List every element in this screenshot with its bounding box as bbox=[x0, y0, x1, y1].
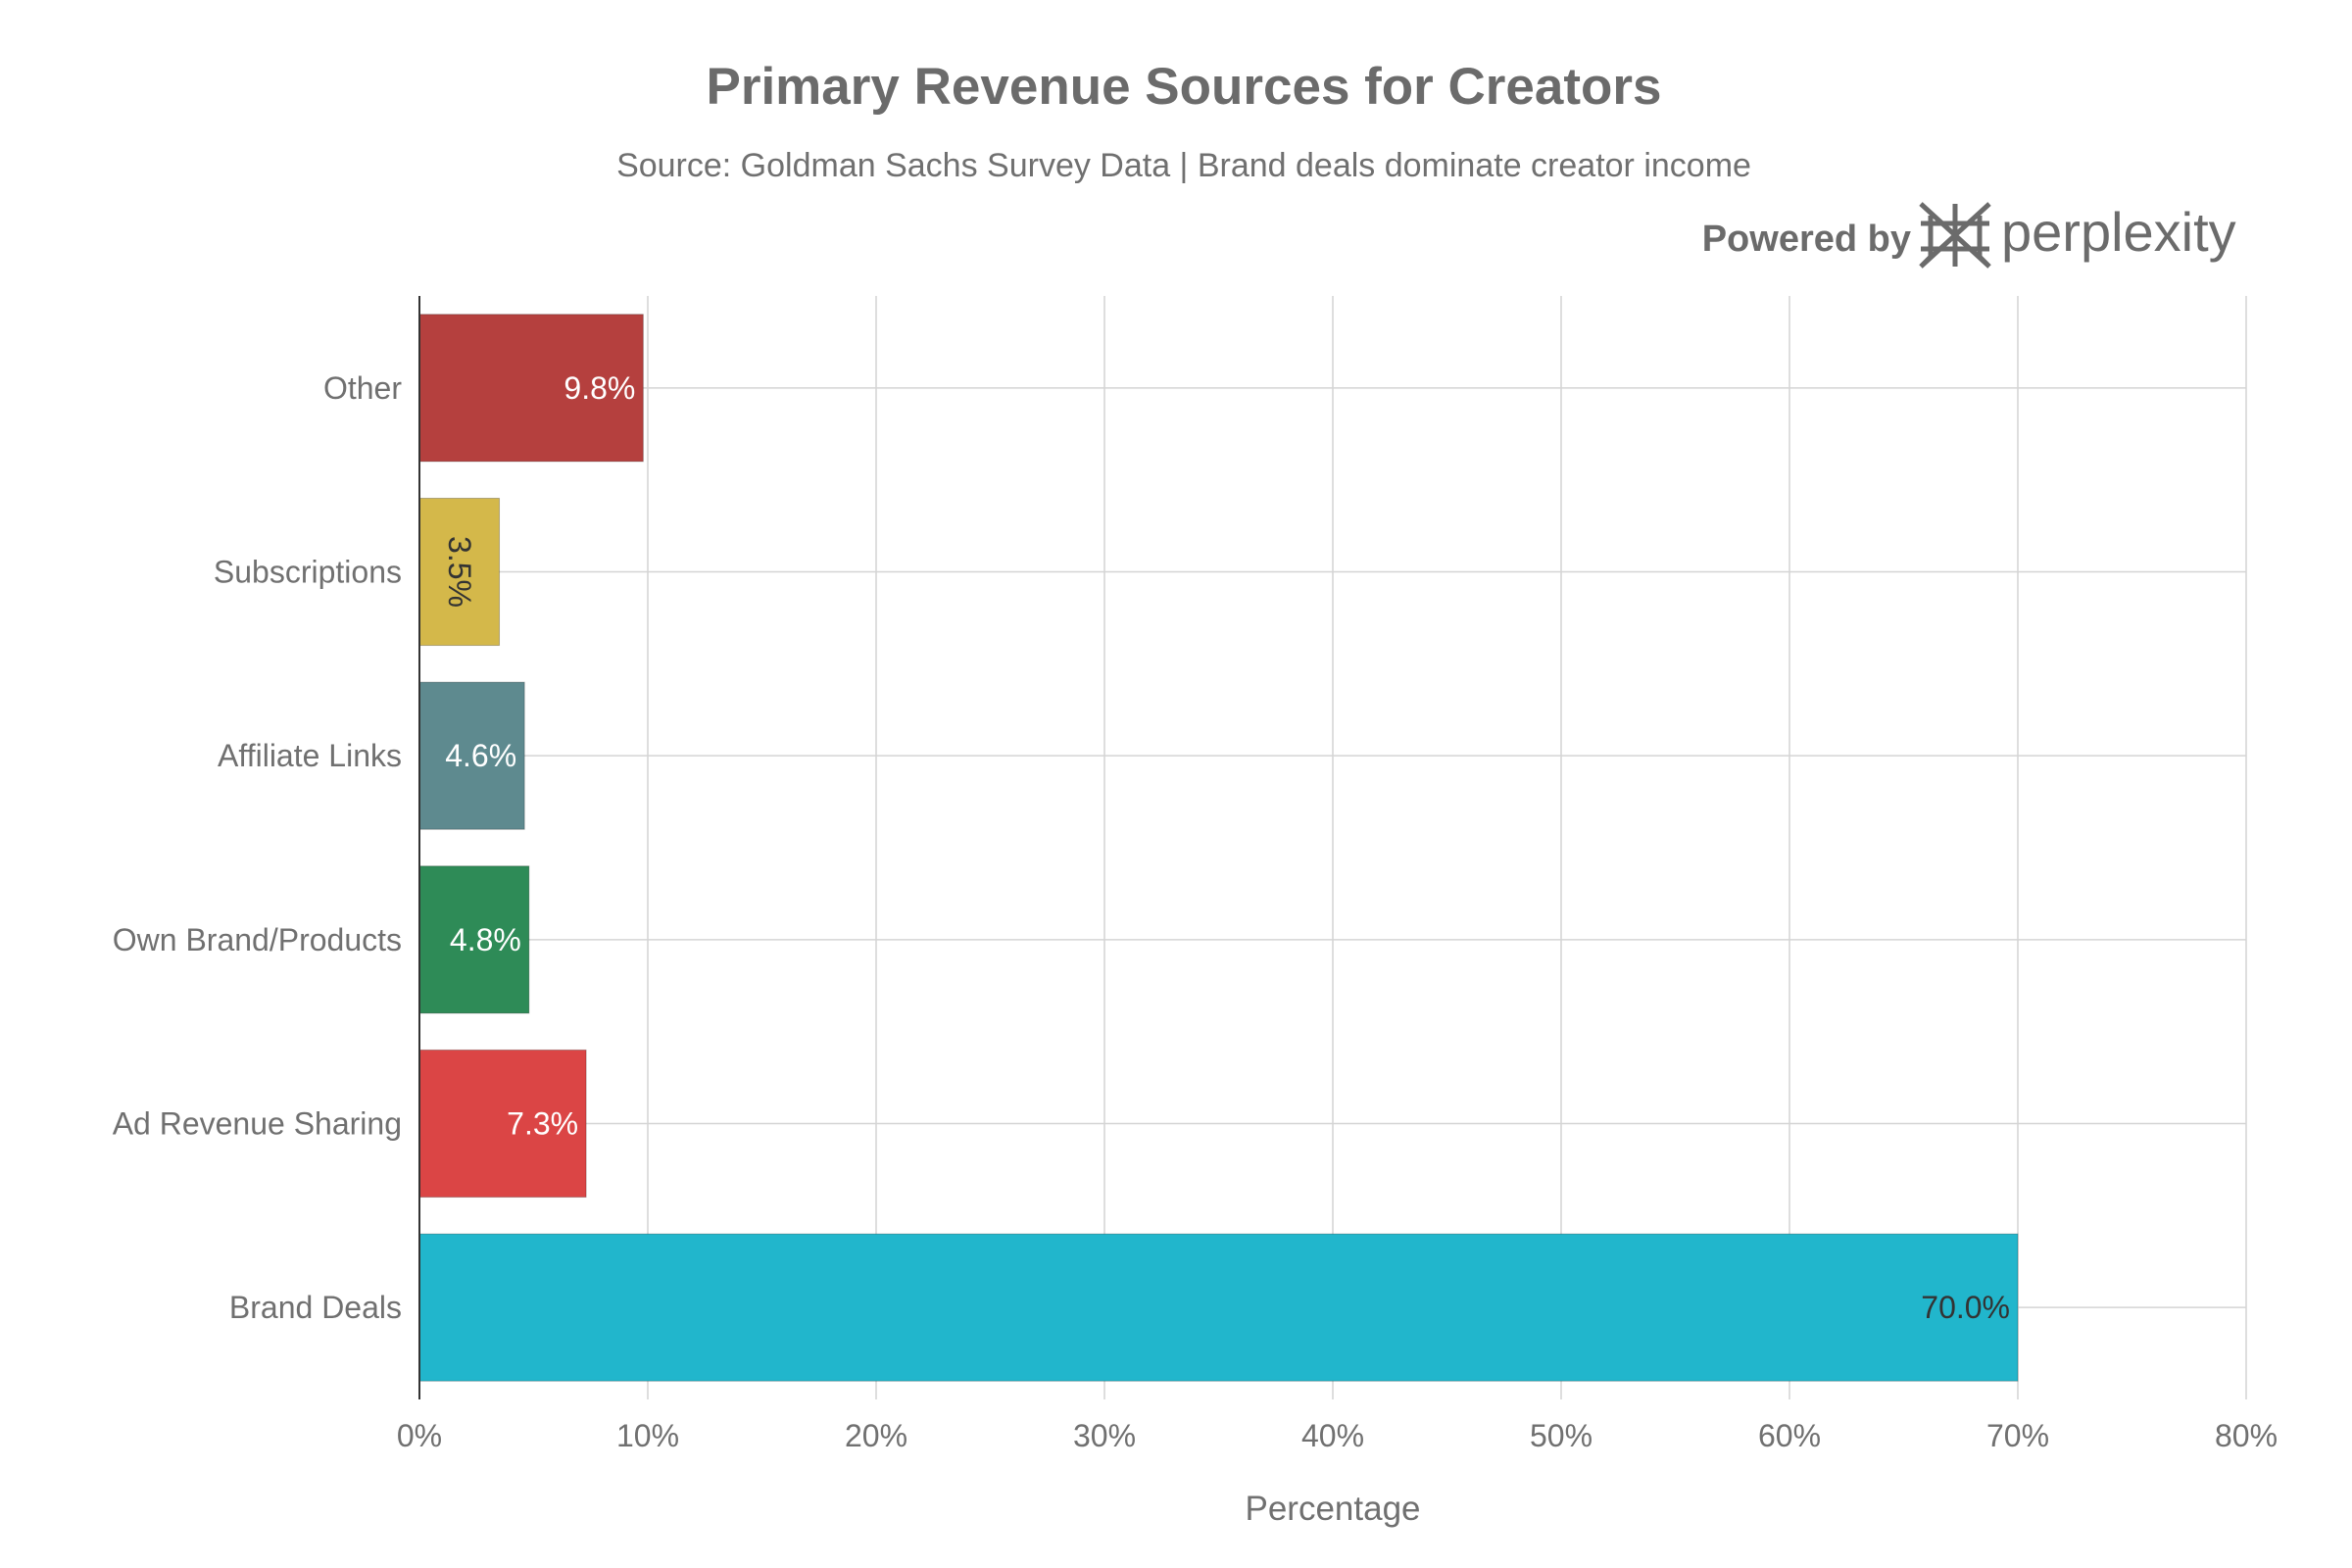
x-tick-label: 80% bbox=[2215, 1418, 2278, 1453]
bar bbox=[418, 497, 501, 647]
x-axis-title: Percentage bbox=[1245, 1490, 1420, 1528]
bar bbox=[418, 865, 530, 1014]
x-tick-label: 50% bbox=[1530, 1418, 1592, 1453]
category-label: Subscriptions bbox=[214, 555, 402, 590]
category-label: Own Brand/Products bbox=[113, 922, 402, 957]
category-labels: Other Subscriptions Affiliate Links Own Bra… bbox=[113, 370, 403, 1325]
data-label: 4.6% bbox=[445, 738, 516, 773]
x-tick-label: 20% bbox=[845, 1418, 907, 1453]
bar bbox=[418, 681, 525, 830]
category-label: Other bbox=[323, 370, 402, 406]
data-label: 3.5% bbox=[442, 536, 477, 608]
powered-by-text: Powered by bbox=[1702, 219, 1911, 260]
data-label: 9.8% bbox=[564, 370, 635, 406]
perplexity-logo-icon bbox=[1919, 202, 1991, 269]
category-label: Ad Revenue Sharing bbox=[113, 1106, 402, 1142]
bar bbox=[418, 1233, 2019, 1382]
data-labels: 9.8% 3.5% 4.6% 4.8% 7.3% 70.0% bbox=[442, 370, 2010, 1325]
x-tick-label: 0% bbox=[397, 1418, 442, 1453]
x-tick-label: 60% bbox=[1758, 1418, 1821, 1453]
data-label: 4.8% bbox=[450, 922, 521, 957]
chart-title: Primary Revenue Sources for Creators bbox=[706, 58, 1661, 116]
x-tick-label: 10% bbox=[616, 1418, 679, 1453]
x-tick-label: 40% bbox=[1301, 1418, 1364, 1453]
bars bbox=[418, 314, 2019, 1382]
category-label: Brand Deals bbox=[229, 1290, 402, 1325]
x-tick-label: 30% bbox=[1073, 1418, 1136, 1453]
data-label: 7.3% bbox=[507, 1106, 578, 1142]
chart-subtitle: Source: Goldman Sachs Survey Data | Bran… bbox=[616, 147, 1751, 184]
data-label: 70.0% bbox=[1921, 1290, 2010, 1325]
perplexity-wordmark: perplexity bbox=[2001, 201, 2236, 263]
bar bbox=[418, 1049, 587, 1199]
x-tick-labels: 0% 10% 20% 30% 40% 50% 60% 70% 80% bbox=[397, 1418, 2278, 1453]
branding: Powered by perplexity bbox=[1702, 201, 2236, 269]
category-label: Affiliate Links bbox=[218, 738, 402, 773]
bar bbox=[418, 314, 644, 463]
x-tick-label: 70% bbox=[1986, 1418, 2049, 1453]
